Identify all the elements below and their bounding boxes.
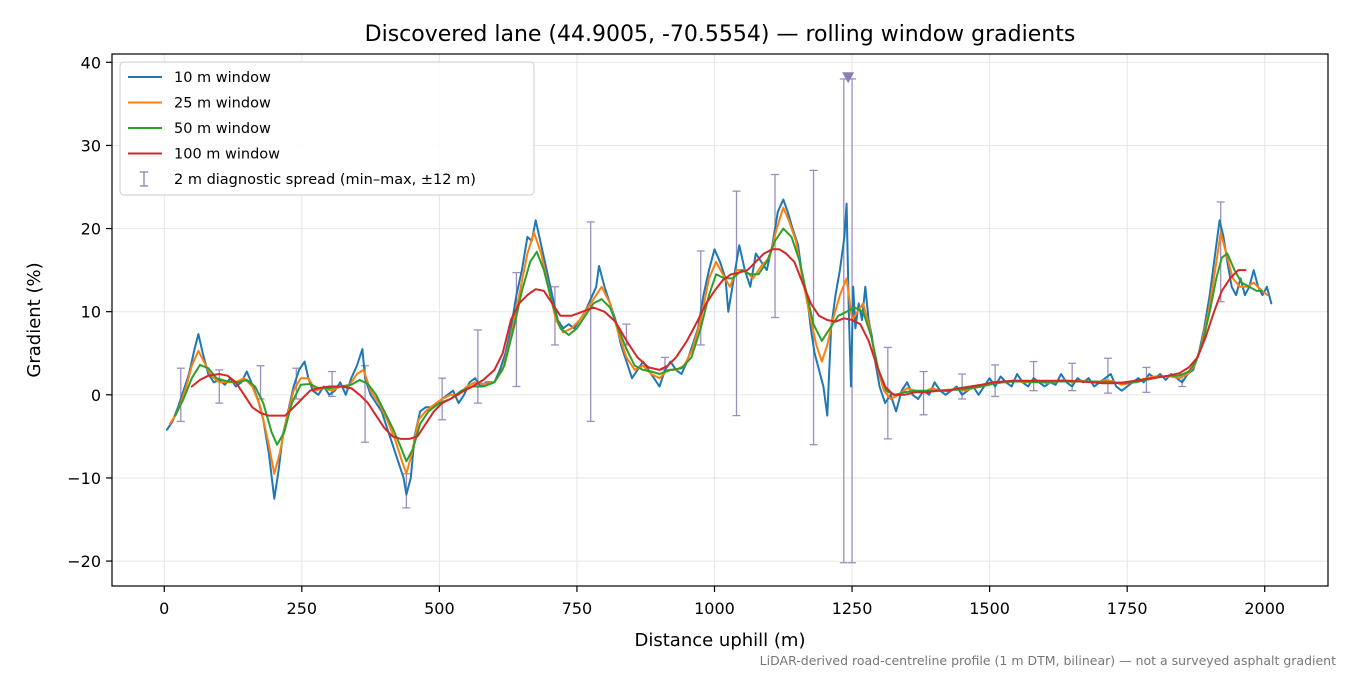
- chart-title: Discovered lane (44.9005, -70.5554) — ro…: [365, 22, 1076, 47]
- x-tick-label: 250: [287, 599, 318, 618]
- x-tick-label: 1750: [1107, 599, 1148, 618]
- plot-area: [166, 72, 1273, 564]
- series-line-2: [174, 227, 1263, 463]
- footnote: LiDAR-derived road-centreline profile (1…: [760, 653, 1336, 668]
- y-tick-label: 20: [81, 220, 101, 239]
- y-tick-label: 40: [81, 53, 101, 72]
- series-line-0: [166, 198, 1273, 500]
- x-tick-label: 2000: [1244, 599, 1285, 618]
- series-line-1: [168, 206, 1269, 475]
- plot-series: [166, 72, 1273, 564]
- legend-entry-label: 10 m window: [174, 70, 271, 86]
- x-axis-label: Distance uphill (m): [635, 630, 806, 651]
- legend-entry-label: 100 m window: [174, 147, 280, 163]
- y-tick-label: 10: [81, 303, 101, 322]
- y-tick-label: 0: [91, 386, 101, 405]
- legend-entry-label: 25 m window: [174, 96, 271, 112]
- legend: 10 m window 25 m window 50 m window 100 m w…: [119, 61, 535, 196]
- axis-ticks: 0 250 500 750 1000 1250 1500 1750 2000 −20 −10 0 10 2…: [67, 53, 1285, 618]
- legend-entry-label: 50 m window: [174, 121, 271, 137]
- x-tick-label: 1250: [832, 599, 873, 618]
- legend-box: [119, 61, 535, 196]
- x-tick-label: 750: [562, 599, 593, 618]
- x-tick-label: 500: [424, 599, 455, 618]
- y-tick-label: 30: [81, 136, 101, 155]
- y-axis-label: Gradient (%): [24, 262, 45, 377]
- plot-frame: [111, 53, 1329, 587]
- x-tick-label: 1500: [969, 599, 1010, 618]
- legend-entry-label: 2 m diagnostic spread (min–max, ±12 m): [174, 172, 476, 188]
- spread-errorbars: [176, 72, 1225, 564]
- y-tick-label: −20: [67, 552, 101, 571]
- clipped-value-marker: [842, 72, 855, 84]
- series-line-3: [190, 248, 1247, 440]
- x-tick-label: 0: [159, 599, 169, 618]
- x-tick-label: 1000: [694, 599, 735, 618]
- y-tick-label: −10: [67, 469, 101, 488]
